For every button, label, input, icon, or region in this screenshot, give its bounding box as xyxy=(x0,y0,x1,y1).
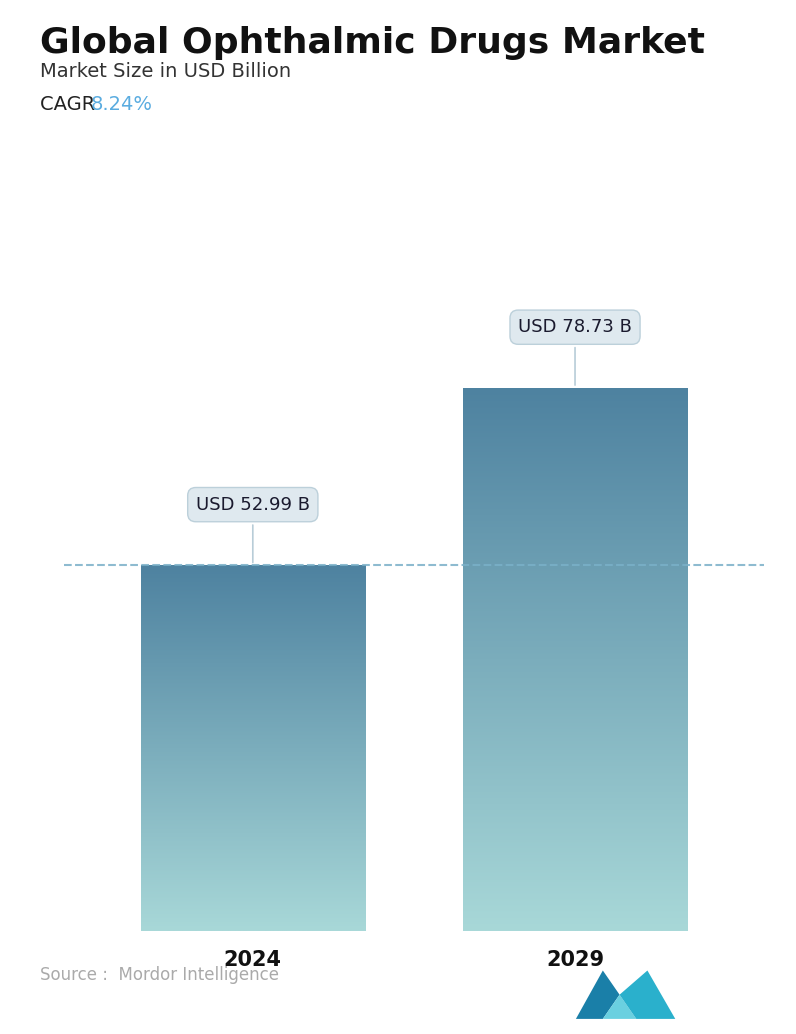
Polygon shape xyxy=(603,995,636,1018)
Text: Global Ophthalmic Drugs Market: Global Ophthalmic Drugs Market xyxy=(40,26,704,60)
Text: USD 78.73 B: USD 78.73 B xyxy=(518,318,632,385)
Text: Market Size in USD Billion: Market Size in USD Billion xyxy=(40,62,291,81)
Text: Source :  Mordor Intelligence: Source : Mordor Intelligence xyxy=(40,967,279,984)
Text: 8.24%: 8.24% xyxy=(91,95,153,114)
Text: USD 52.99 B: USD 52.99 B xyxy=(196,495,310,562)
Text: CAGR: CAGR xyxy=(40,95,101,114)
Polygon shape xyxy=(576,971,619,1018)
Polygon shape xyxy=(619,971,675,1018)
